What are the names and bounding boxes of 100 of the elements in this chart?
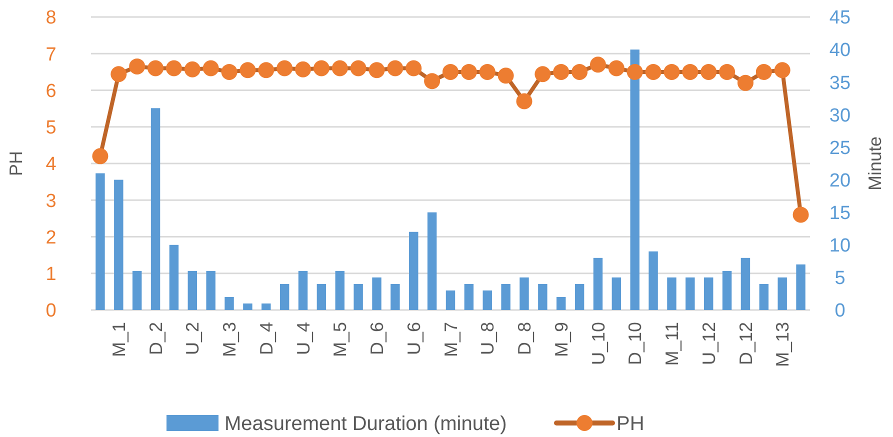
point: [110, 66, 127, 82]
bar: [612, 277, 622, 310]
y2-tick-label: 20: [829, 170, 851, 192]
point: [332, 60, 348, 76]
point: [498, 68, 514, 84]
point: [221, 64, 238, 80]
point: [792, 206, 809, 223]
x-tick-label: M_5: [330, 322, 350, 358]
bar: [704, 277, 714, 310]
y2-tick-label: 15: [829, 202, 851, 224]
bar: [796, 264, 806, 310]
point: [92, 148, 108, 164]
bar: [150, 108, 160, 310]
y-tick-label: 8: [46, 8, 56, 29]
x-tick-label: M_7: [440, 322, 461, 358]
point: [166, 60, 182, 76]
point: [295, 61, 312, 78]
point: [387, 60, 404, 76]
point: [313, 60, 330, 76]
point: [774, 62, 790, 78]
point: [737, 74, 754, 91]
point: [202, 60, 219, 76]
y2-tick-label: 40: [829, 40, 851, 62]
bar: [114, 180, 124, 310]
x-tick-label: U_2: [182, 322, 203, 356]
bar: [188, 270, 198, 310]
bar: [520, 277, 529, 310]
y2-tick-label: 35: [829, 72, 851, 94]
point: [682, 64, 698, 80]
y-tick-label: 3: [46, 190, 56, 212]
point: [645, 64, 662, 80]
x-tick-label: U_4: [293, 322, 314, 356]
bar: [206, 270, 216, 310]
point: [626, 64, 643, 80]
y-tick-label: 7: [46, 44, 56, 66]
bar: [96, 173, 105, 310]
point: [148, 60, 164, 76]
point: [406, 60, 422, 76]
bar: [390, 284, 400, 310]
x-tick-label: M_13: [772, 322, 793, 368]
x-tick-label: U_8: [478, 322, 498, 356]
bar: [335, 270, 344, 310]
x-tick-label: U_10: [588, 322, 608, 366]
y2-tick-label: 45: [829, 8, 851, 29]
bar: [464, 284, 474, 310]
point: [184, 61, 200, 78]
y-tick-label: 0: [46, 300, 56, 322]
bar: [538, 284, 548, 310]
x-tick-label: D_4: [256, 322, 276, 356]
point: [572, 64, 588, 80]
y-axis-title: PH: [6, 150, 26, 176]
x-tick-label: M_3: [220, 322, 240, 358]
point: [553, 64, 570, 80]
x-tick-label: D_12: [736, 322, 756, 366]
point: [700, 64, 717, 80]
y2-tick-label: 25: [829, 138, 851, 159]
point: [424, 73, 440, 90]
bar: [280, 284, 290, 310]
point: [756, 64, 772, 80]
bar: [409, 232, 418, 310]
bar: [759, 284, 769, 310]
y2-tick-label: 10: [829, 236, 851, 257]
bar: [574, 284, 584, 310]
point: [442, 64, 458, 80]
point: [350, 60, 366, 76]
point: [240, 62, 256, 78]
point: [129, 58, 146, 74]
bar: [778, 277, 787, 310]
point: [664, 64, 680, 80]
y-tick-label: 6: [46, 80, 56, 102]
y-tick-label: 4: [46, 154, 57, 176]
bar: [243, 303, 252, 310]
bar: [372, 277, 382, 310]
bar: [740, 258, 750, 310]
y2-axis-title: Minute: [865, 136, 885, 191]
x-tick-label: D_10: [625, 322, 646, 366]
x-tick-label: U_6: [404, 322, 424, 356]
legend-label: PH: [616, 413, 644, 435]
y2-tick-label: 30: [829, 105, 851, 126]
point: [258, 62, 274, 78]
y-tick-label: 1: [46, 264, 56, 286]
legend-label: Measurement Duration (minute): [224, 413, 507, 435]
bar: [262, 303, 271, 310]
bar: [224, 296, 234, 310]
x-tick-label: U_12: [698, 322, 719, 366]
bar: [722, 270, 732, 310]
bar: [169, 244, 179, 310]
point: [590, 56, 606, 73]
bar: [593, 258, 603, 310]
y2-tick-label: 0: [834, 300, 846, 322]
bar: [556, 296, 566, 310]
bar: [686, 277, 695, 310]
x-tick-label: M_11: [662, 322, 682, 366]
point: [276, 60, 293, 76]
bar: [446, 290, 456, 310]
x-tick-label: M_1: [108, 322, 129, 358]
point: [460, 64, 477, 80]
bar: [667, 277, 676, 310]
bar: [630, 50, 640, 310]
bar: [648, 251, 658, 310]
